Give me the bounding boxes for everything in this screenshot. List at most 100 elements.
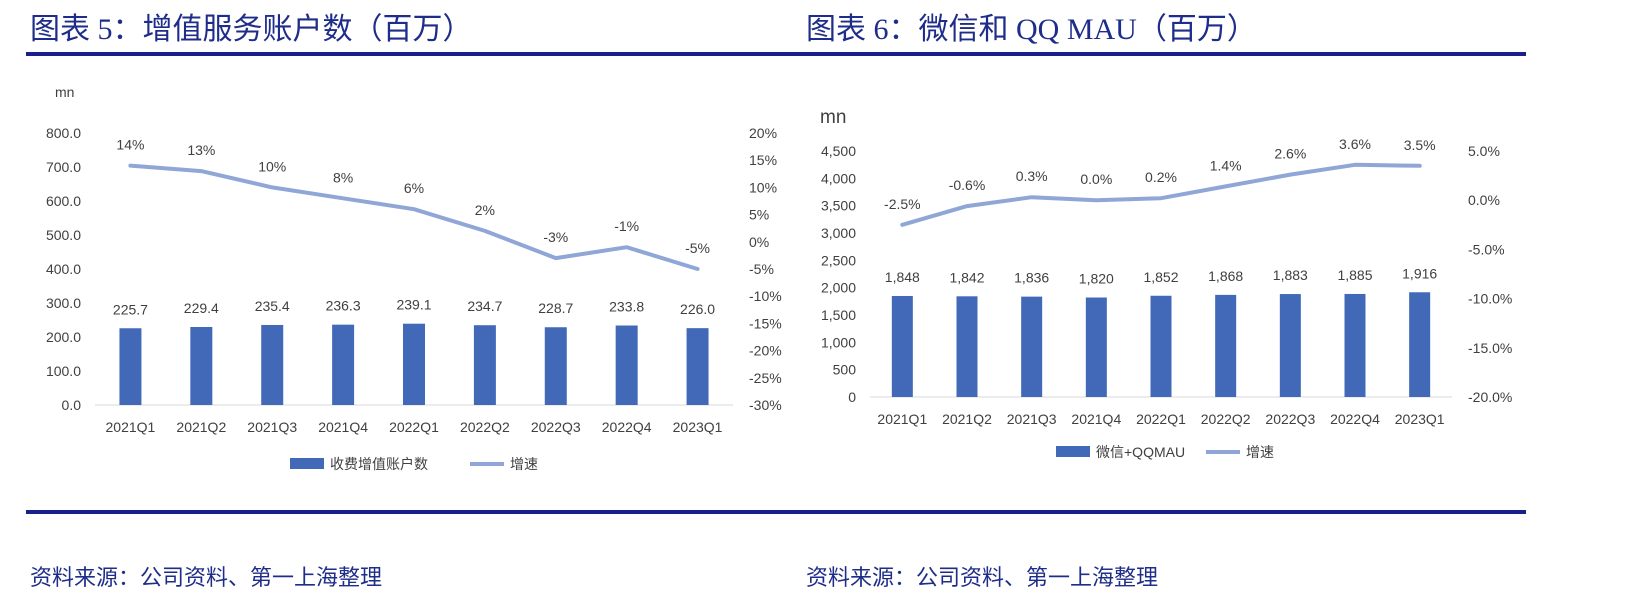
x-axis-tick-label: 2023Q1 [1395, 411, 1445, 427]
bar [473, 325, 496, 405]
right-axis-tick-label: -5.0% [1468, 241, 1505, 257]
left-axis-tick-label: 600.0 [46, 193, 81, 209]
bar [119, 328, 142, 405]
left-axis-tick-label: 4,000 [821, 170, 856, 186]
x-axis-tick-label: 2021Q4 [318, 419, 368, 435]
right-axis-tick-label: -15% [749, 315, 782, 331]
bar-data-label: 1,868 [1208, 268, 1243, 284]
left-source-note: 资料来源：公司资料、第一上海整理 [30, 565, 383, 590]
bar [1279, 294, 1301, 397]
line-data-label: 0.2% [1145, 169, 1177, 185]
bar-data-label: 226.0 [680, 301, 715, 317]
right-axis-tick-label: -15.0% [1468, 340, 1512, 356]
line-data-label: 13% [187, 142, 215, 158]
x-axis-tick-label: 2022Q3 [1265, 411, 1315, 427]
legend-bar-label: 收费增值账户数 [330, 456, 428, 472]
bottom-rule [26, 510, 1526, 514]
left-axis-tick-label: 3,000 [821, 225, 856, 241]
bar-data-label: 225.7 [113, 301, 148, 317]
bar [1215, 294, 1237, 397]
right-axis-tick-label: 15% [749, 152, 777, 168]
left-chart: mn 0.0 100.0 200.0 300.0 400.0 500.0 600.0 700.0… [46, 84, 782, 472]
left-axis-tick-label: 500 [833, 362, 857, 378]
bar [1344, 293, 1366, 397]
left-axis-tick-label: 700.0 [46, 159, 81, 175]
bar [332, 324, 355, 405]
left-axis-tick-label: 4,500 [821, 143, 856, 159]
legend-line-label: 增速 [1246, 444, 1274, 460]
left-axis-tick-label: 0 [848, 389, 856, 405]
x-axis-tick-label: 2022Q1 [389, 419, 439, 435]
right-axis-tick-label: -10.0% [1468, 291, 1512, 307]
left-axis-tick-label: 2,500 [821, 252, 856, 268]
x-axis-tick-label: 2021Q4 [1071, 411, 1121, 427]
x-axis-tick-label: 2021Q3 [247, 419, 297, 435]
right-axis-tick-label: 5.0% [1468, 143, 1500, 159]
right-axis-tick-label: -30% [749, 397, 782, 413]
bar [1085, 297, 1107, 397]
bar [686, 328, 709, 405]
x-axis-tick-label: 2021Q3 [1007, 411, 1057, 427]
bar-data-label: 1,883 [1273, 267, 1308, 283]
x-axis-tick-label: 2022Q2 [460, 419, 510, 435]
line-data-label: -0.6% [949, 177, 986, 193]
x-axis-tick-label: 2021Q2 [176, 419, 226, 435]
line-data-label: 14% [116, 137, 144, 153]
bar-data-label: 239.1 [396, 297, 431, 313]
line-data-label: -5% [685, 240, 710, 256]
bar [1150, 295, 1172, 397]
x-axis-tick-label: 2021Q1 [106, 419, 156, 435]
bar-data-label: 1,852 [1143, 269, 1178, 285]
bar [261, 324, 284, 405]
bar [1409, 292, 1431, 397]
line-data-label: -2.5% [884, 196, 921, 212]
right-axis-tick-label: 10% [749, 179, 777, 195]
left-axis-tick-label: 100.0 [46, 363, 81, 379]
legend-bar-label: 微信+QQMAU [1096, 444, 1185, 460]
x-axis-tick-label: 2021Q1 [877, 411, 927, 427]
bar [403, 323, 425, 405]
right-axis-tick-label: 5% [749, 207, 769, 223]
bar [615, 325, 638, 405]
line-data-label: 0.0% [1080, 171, 1112, 187]
line-data-label: 2% [475, 202, 495, 218]
x-axis-tick-label: 2022Q2 [1201, 411, 1251, 427]
bar-data-label: 1,848 [885, 269, 920, 285]
bar-data-label: 1,916 [1402, 265, 1437, 281]
left-axis-tick-label: 200.0 [46, 329, 81, 345]
line-data-label: 2.6% [1274, 146, 1306, 162]
left-axis-tick-label: 1,500 [821, 307, 856, 323]
unit-label: mn [55, 84, 74, 100]
right-axis-tick-label: -20% [749, 343, 782, 359]
right-axis-tick-label: 0% [749, 234, 769, 250]
left-axis-tick-label: 300.0 [46, 295, 81, 311]
line-data-label: -3% [543, 229, 568, 245]
line-data-label: 8% [333, 169, 353, 185]
left-axis-tick-label: 1,000 [821, 334, 856, 350]
x-axis-tick-label: 2022Q4 [1330, 411, 1380, 427]
bar-data-label: 1,836 [1014, 270, 1049, 286]
bar-data-label: 228.7 [538, 300, 573, 316]
left-figure-title: 图表 5：增值服务账户数（百万） [30, 13, 473, 46]
top-rule [26, 52, 1526, 56]
x-axis-tick-label: 2023Q1 [673, 419, 723, 435]
bar [891, 295, 913, 397]
line-data-label: 10% [258, 158, 286, 174]
x-axis-tick-label: 2022Q1 [1136, 411, 1186, 427]
left-axis-tick-label: 3,500 [821, 198, 856, 214]
bar [956, 296, 978, 397]
line-data-label: 0.3% [1016, 168, 1048, 184]
line-data-label: -1% [614, 218, 639, 234]
legend-bar-swatch [290, 458, 324, 469]
growth-line [900, 162, 1422, 227]
left-axis-tick-label: 400.0 [46, 261, 81, 277]
x-axis-tick-label: 2022Q3 [531, 419, 581, 435]
left-axis-tick-label: 500.0 [46, 227, 81, 243]
right-figure-title: 图表 6：微信和 QQ MAU（百万） [806, 13, 1257, 46]
right-source-note: 资料来源：公司资料、第一上海整理 [806, 565, 1159, 590]
bar-data-label: 235.4 [255, 298, 290, 314]
right-axis-tick-label: 20% [749, 125, 777, 141]
right-axis-tick-label: -20.0% [1468, 389, 1512, 405]
line-data-label: 1.4% [1210, 157, 1242, 173]
bar-data-label: 1,842 [949, 269, 984, 285]
